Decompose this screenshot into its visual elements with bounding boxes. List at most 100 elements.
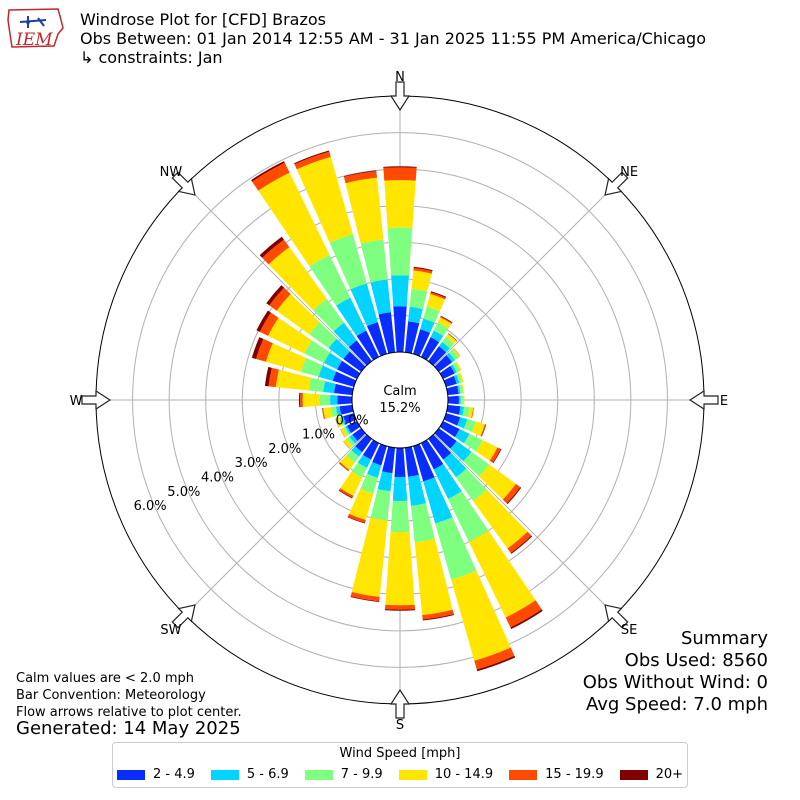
wind-bar-segment	[506, 487, 522, 505]
wind-bar-segment	[430, 330, 444, 343]
wind-bar-segment	[378, 312, 396, 354]
wind-bar-segment	[366, 462, 382, 478]
wind-bar-segment	[409, 288, 428, 310]
legend-label: 20+	[655, 767, 684, 782]
wind-bar-segment	[304, 340, 330, 364]
constraints-text: ↳ constraints: Jan	[80, 48, 223, 67]
wind-bar-segment	[455, 361, 462, 371]
chart-title: Windrose Plot for [CFD] Brazos	[80, 10, 326, 29]
wind-bar-segment	[433, 322, 449, 337]
wind-bar-segment	[434, 355, 453, 372]
wind-bar-segment	[408, 306, 423, 324]
wind-bar-segment	[383, 166, 417, 168]
wind-bar-segment	[343, 413, 357, 425]
wind-bar-segment	[448, 333, 458, 342]
direction-label: NE	[620, 165, 638, 180]
wind-bar-segment	[385, 531, 415, 606]
wind-bar-segment	[309, 322, 337, 349]
wind-bar-segment	[345, 177, 384, 244]
flow-arrow-icon	[604, 171, 629, 196]
wind-bar-segment	[420, 439, 444, 470]
wind-bar-segment	[308, 377, 326, 393]
wind-bar-segment	[510, 535, 533, 554]
wind-bar-segment	[413, 443, 435, 482]
wind-bar-segment	[457, 417, 468, 429]
wind-bar-segment	[339, 416, 345, 426]
legend-title: Wind Speed [mph]	[339, 746, 461, 761]
wind-bar-segment	[413, 267, 433, 274]
wind-bar-segment	[456, 468, 487, 502]
wind-bar-segment	[301, 358, 323, 377]
wind-bar-segment	[476, 440, 498, 461]
wind-bar-segment	[343, 438, 353, 449]
wind-bar-segment	[446, 404, 461, 415]
summary-heading: Summary	[681, 628, 768, 649]
wind-bar-segment	[351, 462, 368, 478]
obs-used: Obs Used: 8560	[624, 650, 768, 671]
grid-spoke	[433, 433, 616, 616]
wind-bar-segment	[265, 343, 307, 372]
wind-bar-segment	[323, 407, 333, 419]
wind-bar-segment	[366, 322, 387, 357]
wind-bar-segment	[340, 427, 348, 438]
wind-bar-segment	[446, 352, 456, 363]
wind-bar-segment	[349, 434, 358, 444]
wind-bar-segment	[474, 647, 515, 670]
grid-spoke	[433, 184, 616, 367]
wind-bar-segment	[387, 227, 413, 276]
wind-bar-segment	[435, 517, 477, 580]
wind-bar-segment	[458, 395, 461, 405]
wind-bar-segment	[334, 383, 354, 396]
legend-swatch	[116, 769, 145, 780]
wind-bar-segment	[426, 294, 445, 312]
wind-bar-segment	[458, 384, 464, 394]
wind-bar-segment	[343, 171, 378, 184]
legend-item: 15 - 19.9	[509, 767, 604, 782]
wind-bar-segment	[502, 483, 521, 504]
wind-bar-segment	[410, 503, 435, 543]
wind-bar-segment	[300, 392, 303, 408]
wind-bar-segment	[319, 394, 331, 406]
wind-bar-segment	[404, 446, 419, 477]
wind-bar-segment	[422, 609, 454, 620]
wind-bar-segment	[507, 531, 532, 553]
legend-items: 2 - 4.9 5 - 6.9 7 - 9.9 10 - 14.9 15 - 19.9 2…	[113, 767, 687, 782]
wind-bar-segment	[443, 413, 461, 426]
wind-bar-segment	[264, 366, 272, 387]
wind-bar-segment	[348, 340, 372, 366]
wind-bar-segment	[463, 419, 477, 433]
wind-bar-segment	[420, 337, 440, 361]
wind-bar-segment	[266, 285, 285, 306]
wind-bar-segment	[340, 471, 363, 496]
flow-arrow-icon	[604, 604, 629, 629]
wind-bar-segment	[453, 348, 461, 357]
wind-bar-segment	[433, 463, 462, 500]
wind-bar-segment	[259, 236, 284, 258]
wind-bar-segment	[413, 329, 431, 357]
wind-bar-segment	[323, 381, 336, 394]
wind-bar-segment	[337, 360, 361, 380]
wind-bar-segment	[481, 424, 487, 437]
wind-bar-segment	[505, 600, 542, 628]
grid-spoke	[184, 184, 367, 367]
flow-arrow-icon	[389, 81, 411, 112]
wind-bar-segment	[252, 162, 290, 191]
wind-bar-segment	[351, 517, 388, 597]
wind-bar-segment	[298, 392, 301, 408]
wind-bar-segment	[352, 428, 366, 442]
wind-bar-segment	[492, 448, 502, 464]
wind-bar-segment	[349, 488, 374, 521]
wind-bar-segment	[350, 596, 380, 602]
speed-legend: Wind Speed [mph] 2 - 4.9 5 - 6.9 7 - 9.9 10…	[112, 742, 688, 788]
wind-bar-segment	[476, 655, 516, 672]
radial-tick-label: 4.0%	[201, 470, 234, 485]
grid-spoke	[184, 433, 367, 616]
direction-label: S	[396, 718, 404, 733]
wind-bar-segment	[456, 373, 462, 384]
direction-label: SW	[160, 623, 181, 638]
wind-bar-segment	[340, 428, 346, 438]
wind-bar-segment	[296, 156, 353, 243]
title-block: Windrose Plot for [CFD] Brazos Obs Betwe…	[80, 10, 706, 67]
flow-arrow-icon	[171, 604, 196, 629]
direction-label: N	[395, 70, 405, 85]
